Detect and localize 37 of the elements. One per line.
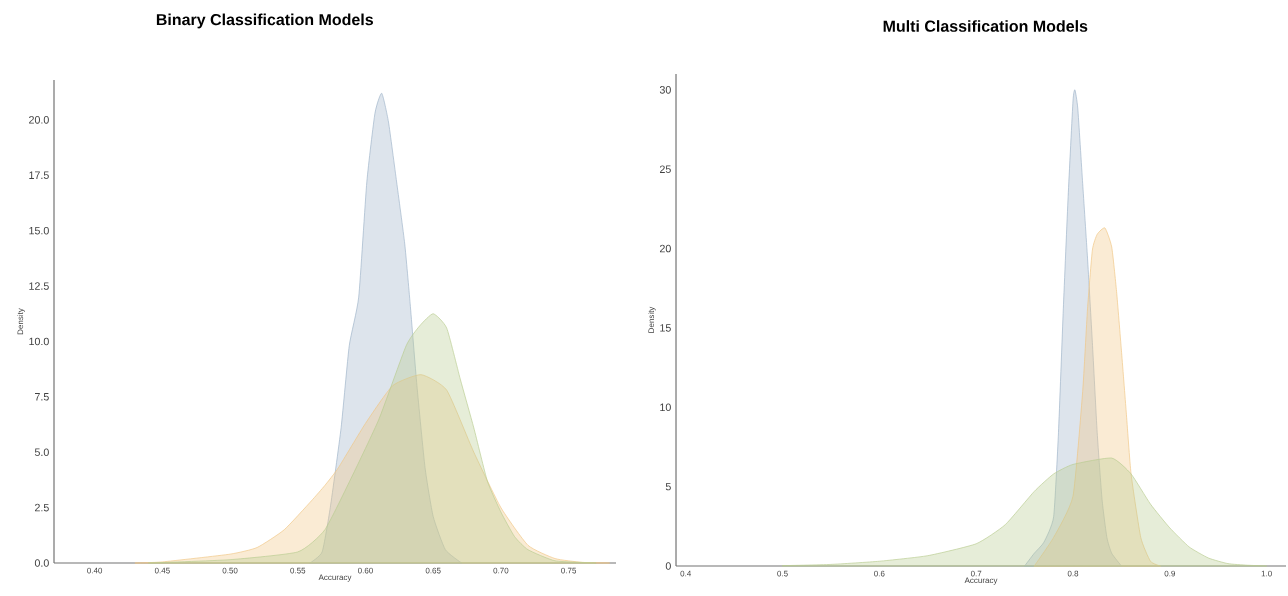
y-tick-label: 15.0 <box>29 226 49 235</box>
x-tick-label: 0.45 <box>154 567 170 574</box>
x-tick-label: 0.5 <box>777 570 788 577</box>
x-tick-label: 0.6 <box>874 570 885 577</box>
x-tick-label: 0.4 <box>680 570 692 577</box>
y-tick-label: 5 <box>665 482 671 491</box>
x-tick-label: 0.50 <box>222 567 238 574</box>
y-axis-title: Density <box>648 306 656 333</box>
chart-title: Multi Classification Models <box>883 20 1088 32</box>
y-tick-label: 25 <box>659 165 671 173</box>
y-tick-label: 0.0 <box>34 559 49 567</box>
x-axis-title: Accuracy <box>318 574 352 582</box>
y-tick-label: 20 <box>659 244 671 253</box>
y-tick-label: 10.0 <box>29 337 49 346</box>
x-axis-title: Accuracy <box>964 577 998 585</box>
y-tick-label: 20.0 <box>29 116 49 124</box>
x-tick-label: 0.55 <box>290 567 306 574</box>
x-tick-label: 0.60 <box>358 567 373 574</box>
x-tick-label: 0.70 <box>493 567 509 574</box>
x-tick-label: 0.8 <box>1067 570 1079 577</box>
x-tick-label: 0.40 <box>87 567 103 574</box>
y-tick-label: 5.0 <box>34 448 49 456</box>
y-tick-label: 15 <box>660 324 671 332</box>
x-tick-label: 0.75 <box>561 567 577 574</box>
y-axis-title: Density <box>17 308 25 335</box>
y-tick-label: 10 <box>660 403 671 412</box>
x-tick-label: 1.0 <box>1261 570 1272 577</box>
y-tick-label: 30 <box>659 86 671 94</box>
y-tick-label: 2.5 <box>35 503 49 512</box>
x-tick-label: 0.7 <box>970 570 982 577</box>
x-tick-label: 0.9 <box>1164 570 1176 577</box>
x-tick-label: 0.65 <box>425 567 441 574</box>
y-tick-label: 12.5 <box>29 282 49 290</box>
y-tick-label: 7.5 <box>35 393 49 401</box>
y-tick-label: 0 <box>665 562 671 570</box>
chart-title: Binary Classification Models <box>156 13 373 29</box>
y-tick-label: 17.5 <box>29 171 49 179</box>
